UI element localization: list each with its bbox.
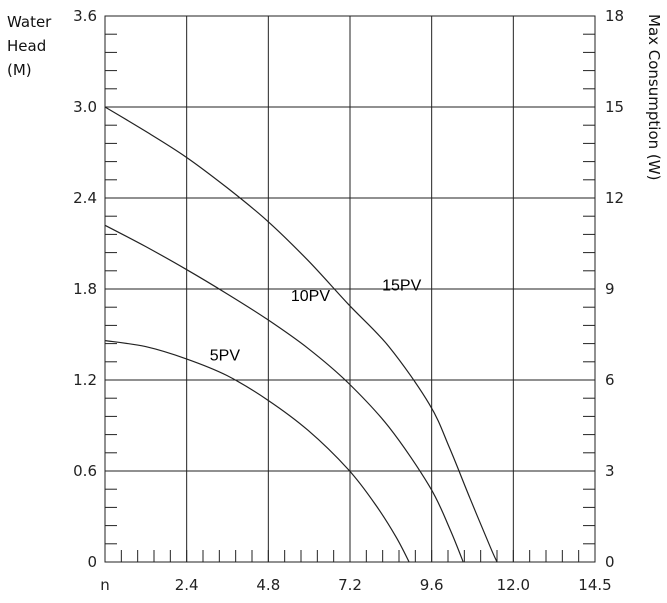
x-tick-label: n (100, 576, 110, 594)
y-left-tick-label: 3.0 (73, 98, 97, 116)
series-labels: 5PV 10PV 15PV (210, 278, 422, 365)
series-label-15pv: 15PV (382, 278, 421, 295)
y-left-tick-label: 1.2 (73, 371, 97, 389)
y-left-tick-label: 0 (87, 553, 97, 571)
minor-ticks (104, 15, 596, 563)
right-axis-title: Max Consumption (W) (645, 14, 663, 180)
y-right-tick-label: 6 (605, 371, 615, 389)
left-axis-title-line3: (M) (7, 61, 32, 79)
x-tick-label: 12.0 (497, 576, 530, 594)
x-tick-labels: n 2.4 4.8 7.2 9.6 12.0 14.5 (100, 576, 611, 594)
y-right-tick-label: 12 (605, 189, 624, 207)
series-label-5pv: 5PV (210, 347, 241, 364)
x-tick-label: 2.4 (175, 576, 199, 594)
series-label-10pv: 10PV (291, 288, 330, 305)
y-right-tick-label: 9 (605, 280, 615, 298)
y-right-tick-label: 3 (605, 462, 615, 480)
y-right-tick-labels: 0 3 6 9 12 15 18 (605, 7, 624, 571)
y-left-tick-label: 1.8 (73, 280, 97, 298)
x-tick-label: 14.5 (578, 576, 611, 594)
x-tick-label: 4.8 (256, 576, 280, 594)
y-left-tick-labels: 0 0.6 1.2 1.8 2.4 3.0 3.6 (73, 7, 97, 571)
series-line-10pv (104, 224, 464, 563)
y-right-tick-label: 15 (605, 98, 624, 116)
series-line-15pv (104, 106, 498, 563)
left-axis-title-line1: Water (7, 13, 52, 31)
y-right-tick-label: 18 (605, 7, 624, 25)
grid (104, 15, 596, 563)
y-left-tick-label: 0.6 (73, 462, 97, 480)
x-tick-label: 9.6 (420, 576, 444, 594)
series-curves (104, 106, 498, 563)
y-left-tick-label: 3.6 (73, 7, 97, 25)
x-tick-label: 7.2 (338, 576, 362, 594)
y-left-tick-label: 2.4 (73, 189, 97, 207)
y-right-tick-label: 0 (605, 553, 615, 571)
series-line-5pv (104, 340, 410, 563)
left-axis-title-line2: Head (7, 37, 46, 55)
